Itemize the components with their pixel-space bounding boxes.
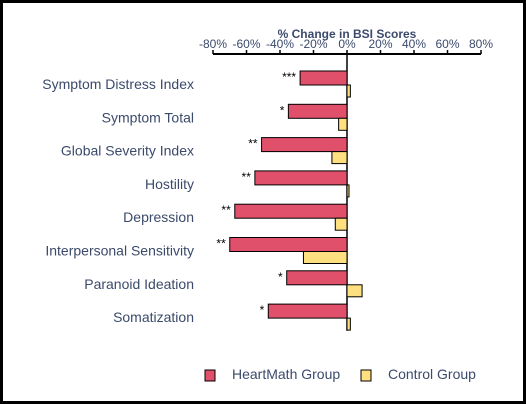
control-bar	[346, 184, 350, 198]
x-tick-label: -60%	[232, 37, 260, 51]
heartmath-bar	[229, 237, 348, 252]
x-tick-label: -80%	[199, 37, 227, 51]
significance-marker: **	[248, 137, 258, 151]
heartmath-bar	[234, 203, 348, 219]
significance-markers: **************	[216, 70, 296, 317]
control-bar	[346, 317, 351, 331]
x-tick-label: -20%	[299, 37, 327, 51]
category-label: Paranoid Ideation	[84, 276, 194, 292]
legend: HeartMath Group Control Group	[204, 366, 476, 382]
legend-swatch-heartmath	[204, 369, 216, 382]
heartmath-bar	[267, 303, 348, 319]
bars	[229, 70, 363, 331]
x-tick-label: -40%	[266, 37, 294, 51]
significance-marker: **	[221, 203, 231, 217]
category-label: Somatization	[113, 309, 194, 325]
legend-label-control: Control Group	[388, 366, 476, 382]
x-tick-label: 60%	[435, 37, 459, 51]
control-bar	[346, 84, 351, 98]
heartmath-bar	[286, 270, 348, 286]
chart-title: % Change in BSI Scores	[278, 27, 417, 41]
legend-label-heartmath: HeartMath Group	[232, 366, 340, 382]
significance-marker: *	[278, 270, 283, 284]
heartmath-bar	[299, 70, 348, 86]
control-bar	[331, 151, 348, 165]
heartmath-bar	[287, 103, 348, 119]
category-label: Depression	[123, 209, 194, 225]
heartmath-bar	[261, 137, 348, 153]
category-label: Symptom Total	[102, 109, 194, 125]
heartmath-bar	[254, 170, 348, 186]
significance-marker: ***	[282, 70, 296, 84]
category-labels: Symptom Distress Index Symptom Total Globa…	[42, 76, 194, 325]
significance-marker: **	[216, 237, 226, 251]
x-tick-label: 40%	[402, 37, 426, 51]
control-bar	[338, 117, 348, 131]
significance-marker: **	[242, 170, 252, 184]
category-label: Global Severity Index	[61, 143, 194, 159]
category-label: Symptom Distress Index	[42, 76, 194, 92]
category-label: Interpersonal Sensitivity	[45, 243, 194, 259]
significance-marker: *	[260, 303, 265, 317]
significance-marker: *	[280, 103, 285, 117]
x-tick-label: 0%	[338, 37, 356, 51]
control-bar	[334, 217, 348, 231]
x-tick-label: 80%	[469, 37, 493, 51]
control-bar	[302, 251, 348, 264]
x-tick-label: 20%	[368, 37, 392, 51]
control-bar	[346, 284, 363, 298]
category-label: Hostility	[145, 176, 194, 192]
legend-swatch-control	[360, 369, 372, 382]
x-axis: -80% -60% -40% -20% 0% 20% 40% 60% 80%	[199, 37, 493, 331]
